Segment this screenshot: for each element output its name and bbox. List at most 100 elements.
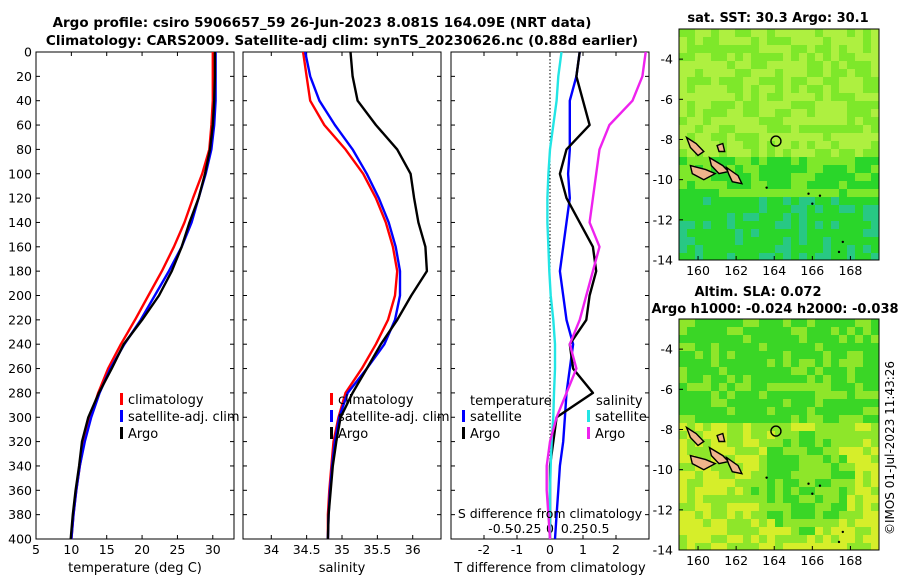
map-cell [711, 101, 719, 109]
map-cell [719, 149, 727, 157]
map-cell [831, 181, 839, 189]
map-cell [679, 471, 687, 479]
map-cell [727, 479, 735, 487]
map-cell [687, 543, 695, 550]
map-cell [823, 319, 831, 327]
map-cell [863, 423, 871, 431]
map-cell [823, 69, 831, 77]
map-cell [815, 543, 823, 550]
map-cell [775, 327, 783, 335]
map-cell [783, 519, 791, 527]
map-cell [871, 45, 879, 53]
map-cell [807, 109, 815, 117]
map-cell [791, 359, 799, 367]
map-cell [831, 455, 839, 463]
map-cell [679, 375, 687, 383]
difference-legend: temperature satellite Argo salinity sate… [462, 394, 647, 442]
map-cell [871, 335, 879, 343]
map-cell [751, 93, 759, 101]
map-cell [711, 463, 719, 471]
map-cell [855, 391, 863, 399]
map-cell [767, 85, 775, 93]
map-cell [775, 61, 783, 69]
map-cell [775, 229, 783, 237]
map-cell [751, 535, 759, 543]
map-cell [727, 69, 735, 77]
map-cell [727, 391, 735, 399]
reef-dot [818, 484, 822, 487]
map-cell [695, 101, 703, 109]
map-cell [687, 367, 695, 375]
map-cell [839, 141, 847, 149]
map-cell [839, 157, 847, 165]
map-cell [751, 495, 759, 503]
map-cell [727, 229, 735, 237]
map-cell [847, 527, 855, 535]
map-cell [831, 141, 839, 149]
map-cell [839, 125, 847, 133]
map-cell [695, 69, 703, 77]
x-tick-label: 36 [405, 542, 421, 557]
map-cell [855, 359, 863, 367]
map-cell [695, 487, 703, 495]
map-cell [823, 383, 831, 391]
map-cell [751, 527, 759, 535]
map-cell [735, 29, 743, 37]
map-cell [719, 53, 727, 61]
map-cell [783, 157, 791, 165]
map-cell [855, 399, 863, 407]
map-cell [695, 383, 703, 391]
map-cell [847, 519, 855, 527]
map-cell [871, 359, 879, 367]
map-cell [807, 455, 815, 463]
map-cell [695, 117, 703, 125]
map-cell [815, 133, 823, 141]
y-tick-label: 300 [8, 410, 32, 425]
map-cell [863, 85, 871, 93]
map-cell [767, 221, 775, 229]
map-cell [735, 189, 743, 197]
map-cell [823, 511, 831, 519]
map-cell [687, 519, 695, 527]
map-cell [783, 391, 791, 399]
map-cell [855, 527, 863, 535]
series-line-blue [304, 51, 402, 540]
map-cell [799, 165, 807, 173]
map-cell [871, 141, 879, 149]
map-cell [711, 407, 719, 415]
map-cell [807, 447, 815, 455]
map-cell [783, 117, 791, 125]
map-cell [735, 53, 743, 61]
map-cell [807, 487, 815, 495]
map-cell [703, 407, 711, 415]
map-cell [695, 367, 703, 375]
map-cell [767, 503, 775, 511]
map-cell [751, 423, 759, 431]
map-cell [719, 29, 727, 37]
map-cell [679, 455, 687, 463]
map-cell [839, 439, 847, 447]
map-cell [791, 85, 799, 93]
map-cell [751, 335, 759, 343]
map-cell [775, 181, 783, 189]
map-cell [815, 439, 823, 447]
map-cell [759, 61, 767, 69]
map-cell [871, 343, 879, 351]
map-cell [823, 133, 831, 141]
map-cell [863, 487, 871, 495]
map-cell [767, 487, 775, 495]
map-cell [711, 237, 719, 245]
map-cell [855, 375, 863, 383]
map-cell [855, 189, 863, 197]
map-cell [679, 125, 687, 133]
map-cell [839, 117, 847, 125]
map-cell [831, 165, 839, 173]
map-cell [751, 487, 759, 495]
map-cell [743, 335, 751, 343]
map-cell [783, 495, 791, 503]
map-cell [711, 343, 719, 351]
map-cell [871, 117, 879, 125]
map-cell [799, 415, 807, 423]
map-cell [743, 133, 751, 141]
map-cell [743, 415, 751, 423]
